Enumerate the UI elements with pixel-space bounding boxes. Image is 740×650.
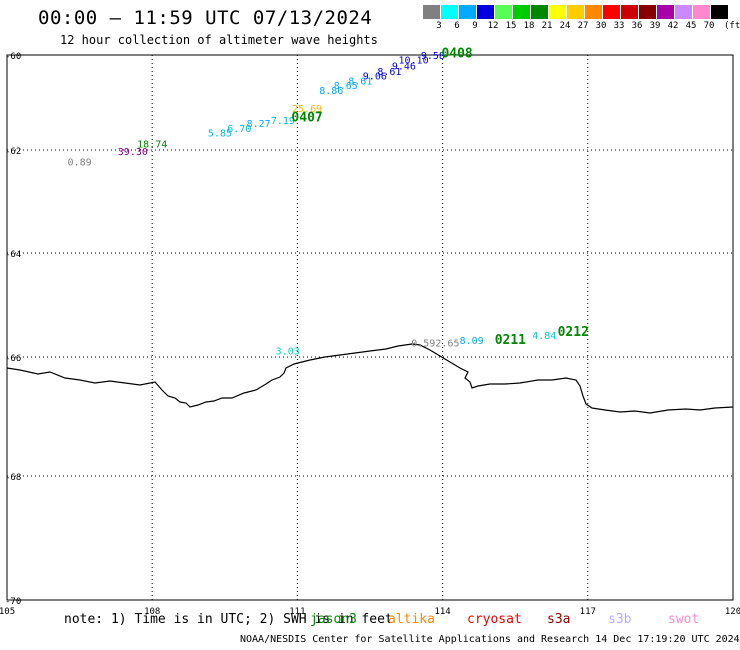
legend-label: 42 (667, 21, 679, 31)
wave-height-value: 8.61 (348, 76, 372, 87)
wave-height-value: 18.74 (137, 140, 167, 151)
legend-swatch (584, 5, 602, 19)
lat-tick-label: -60 (5, 52, 21, 62)
map-grid (7, 55, 733, 600)
legend-label: 30 (595, 21, 607, 31)
wave-height-value: 3.03 (276, 346, 300, 357)
lat-tick-label: -66 (5, 354, 21, 364)
pass-label: 0211 (495, 333, 526, 348)
satellite-altika: altika (388, 612, 435, 627)
legend-label: 36 (631, 21, 643, 31)
legend-swatch (440, 5, 458, 19)
wave-height-value: 8.65 (334, 81, 358, 92)
legend-swatch (476, 5, 494, 19)
legend-swatch (494, 5, 512, 19)
legend-swatch (710, 5, 728, 19)
legend-label: 70 (703, 21, 715, 31)
wave-height-value: 2.65 (435, 339, 459, 350)
legend-swatch (458, 5, 476, 19)
lat-tick-label: -70 (5, 597, 21, 607)
satellite-s3a: s3a (547, 612, 571, 627)
lat-tick-label: -64 (5, 250, 21, 260)
legend-swatch (512, 5, 530, 19)
legend-label: 9 (472, 21, 478, 31)
wave-height-value: 9.06 (363, 72, 387, 83)
legend-swatch (692, 5, 710, 19)
lat-tick-label: -68 (5, 473, 21, 483)
legend-swatch (656, 5, 674, 19)
footer-note: note: 1) Time is in UTC; 2) SWH is in fe… (64, 612, 393, 627)
wave-height-value: 10.10 (399, 56, 429, 67)
pass-labels: 0408 0407 0211 0212 (291, 46, 589, 348)
wave-height-value: 0.59 (411, 339, 435, 350)
satellite-cryosat: cryosat (467, 612, 522, 627)
wave-height-value: 25.69 (292, 104, 322, 115)
axis-ticks: 105 108 111 114 117 120 -60 -62 -64 -66 -68 -70 (0, 52, 740, 617)
coastline-path (6, 343, 734, 414)
lon-tick-label: 114 (434, 607, 450, 617)
page-title: 00:00 – 11:59 UTC 07/13/2024 (38, 7, 373, 29)
lat-tick-label: -62 (5, 147, 21, 157)
legend-swatch (602, 5, 620, 19)
legend-swatch (566, 5, 584, 19)
wave-height-value: 0.89 (68, 157, 92, 168)
wave-height-value: 5.85 (208, 129, 232, 140)
legend-label: 6 (454, 21, 460, 31)
legend-label: 15 (505, 21, 517, 31)
lon-tick-label: 111 (289, 607, 305, 617)
pass-label: 0408 (441, 46, 472, 61)
wave-height-value: 8.86 (319, 86, 343, 97)
lon-tick-label: 108 (144, 607, 160, 617)
legend-label: 33 (613, 21, 625, 31)
legend-swatch (674, 5, 692, 19)
legend-label: 45 (685, 21, 697, 31)
lon-tick-label: 120 (725, 607, 740, 617)
wave-height-value: 8.61 (377, 67, 401, 78)
map-frame (6, 54, 734, 601)
legend-swatch (638, 5, 656, 19)
legend-swatch (548, 5, 566, 19)
satellite-jason3: jason3 (310, 612, 357, 627)
antarctic-coastline (6, 343, 734, 414)
lon-tick-label: 117 (580, 607, 596, 617)
page-subtitle: 12 hour collection of altimeter wave hei… (60, 33, 378, 47)
map-border (6, 54, 734, 601)
legend-unit: (ft) (724, 21, 740, 31)
legend-swatch (530, 5, 548, 19)
wave-height-value: 8.09 (460, 336, 484, 347)
legend-label: 12 (487, 21, 499, 31)
wave-height-value: 4.84 (532, 331, 556, 342)
wave-height-value: 6.70 (227, 124, 251, 135)
wave-height-value: 39.30 (118, 147, 148, 158)
legend-label: 21 (541, 21, 553, 31)
wave-height-value: 9.46 (392, 61, 416, 72)
legend-label: 24 (559, 21, 571, 31)
legend-swatch (422, 5, 440, 19)
legend-swatch (620, 5, 638, 19)
footer-credit: NOAA/NESDIS Center for Satellite Applica… (240, 634, 740, 645)
legend-label: 18 (523, 21, 535, 31)
wave-height-value: 8.27 (247, 119, 271, 130)
lon-tick-label: 105 (0, 607, 15, 617)
legend-label: 39 (649, 21, 661, 31)
legend-label: 27 (577, 21, 589, 31)
satellite-swot: swot (668, 612, 700, 627)
legend-label: 3 (436, 21, 442, 31)
wave-height-value: 7.19 (271, 116, 295, 127)
wave-height-value: 9.58 (421, 51, 445, 62)
pass-label: 0407 (291, 111, 322, 126)
satellite-s3b: s3b (608, 612, 632, 627)
pass-label: 0212 (558, 325, 589, 340)
